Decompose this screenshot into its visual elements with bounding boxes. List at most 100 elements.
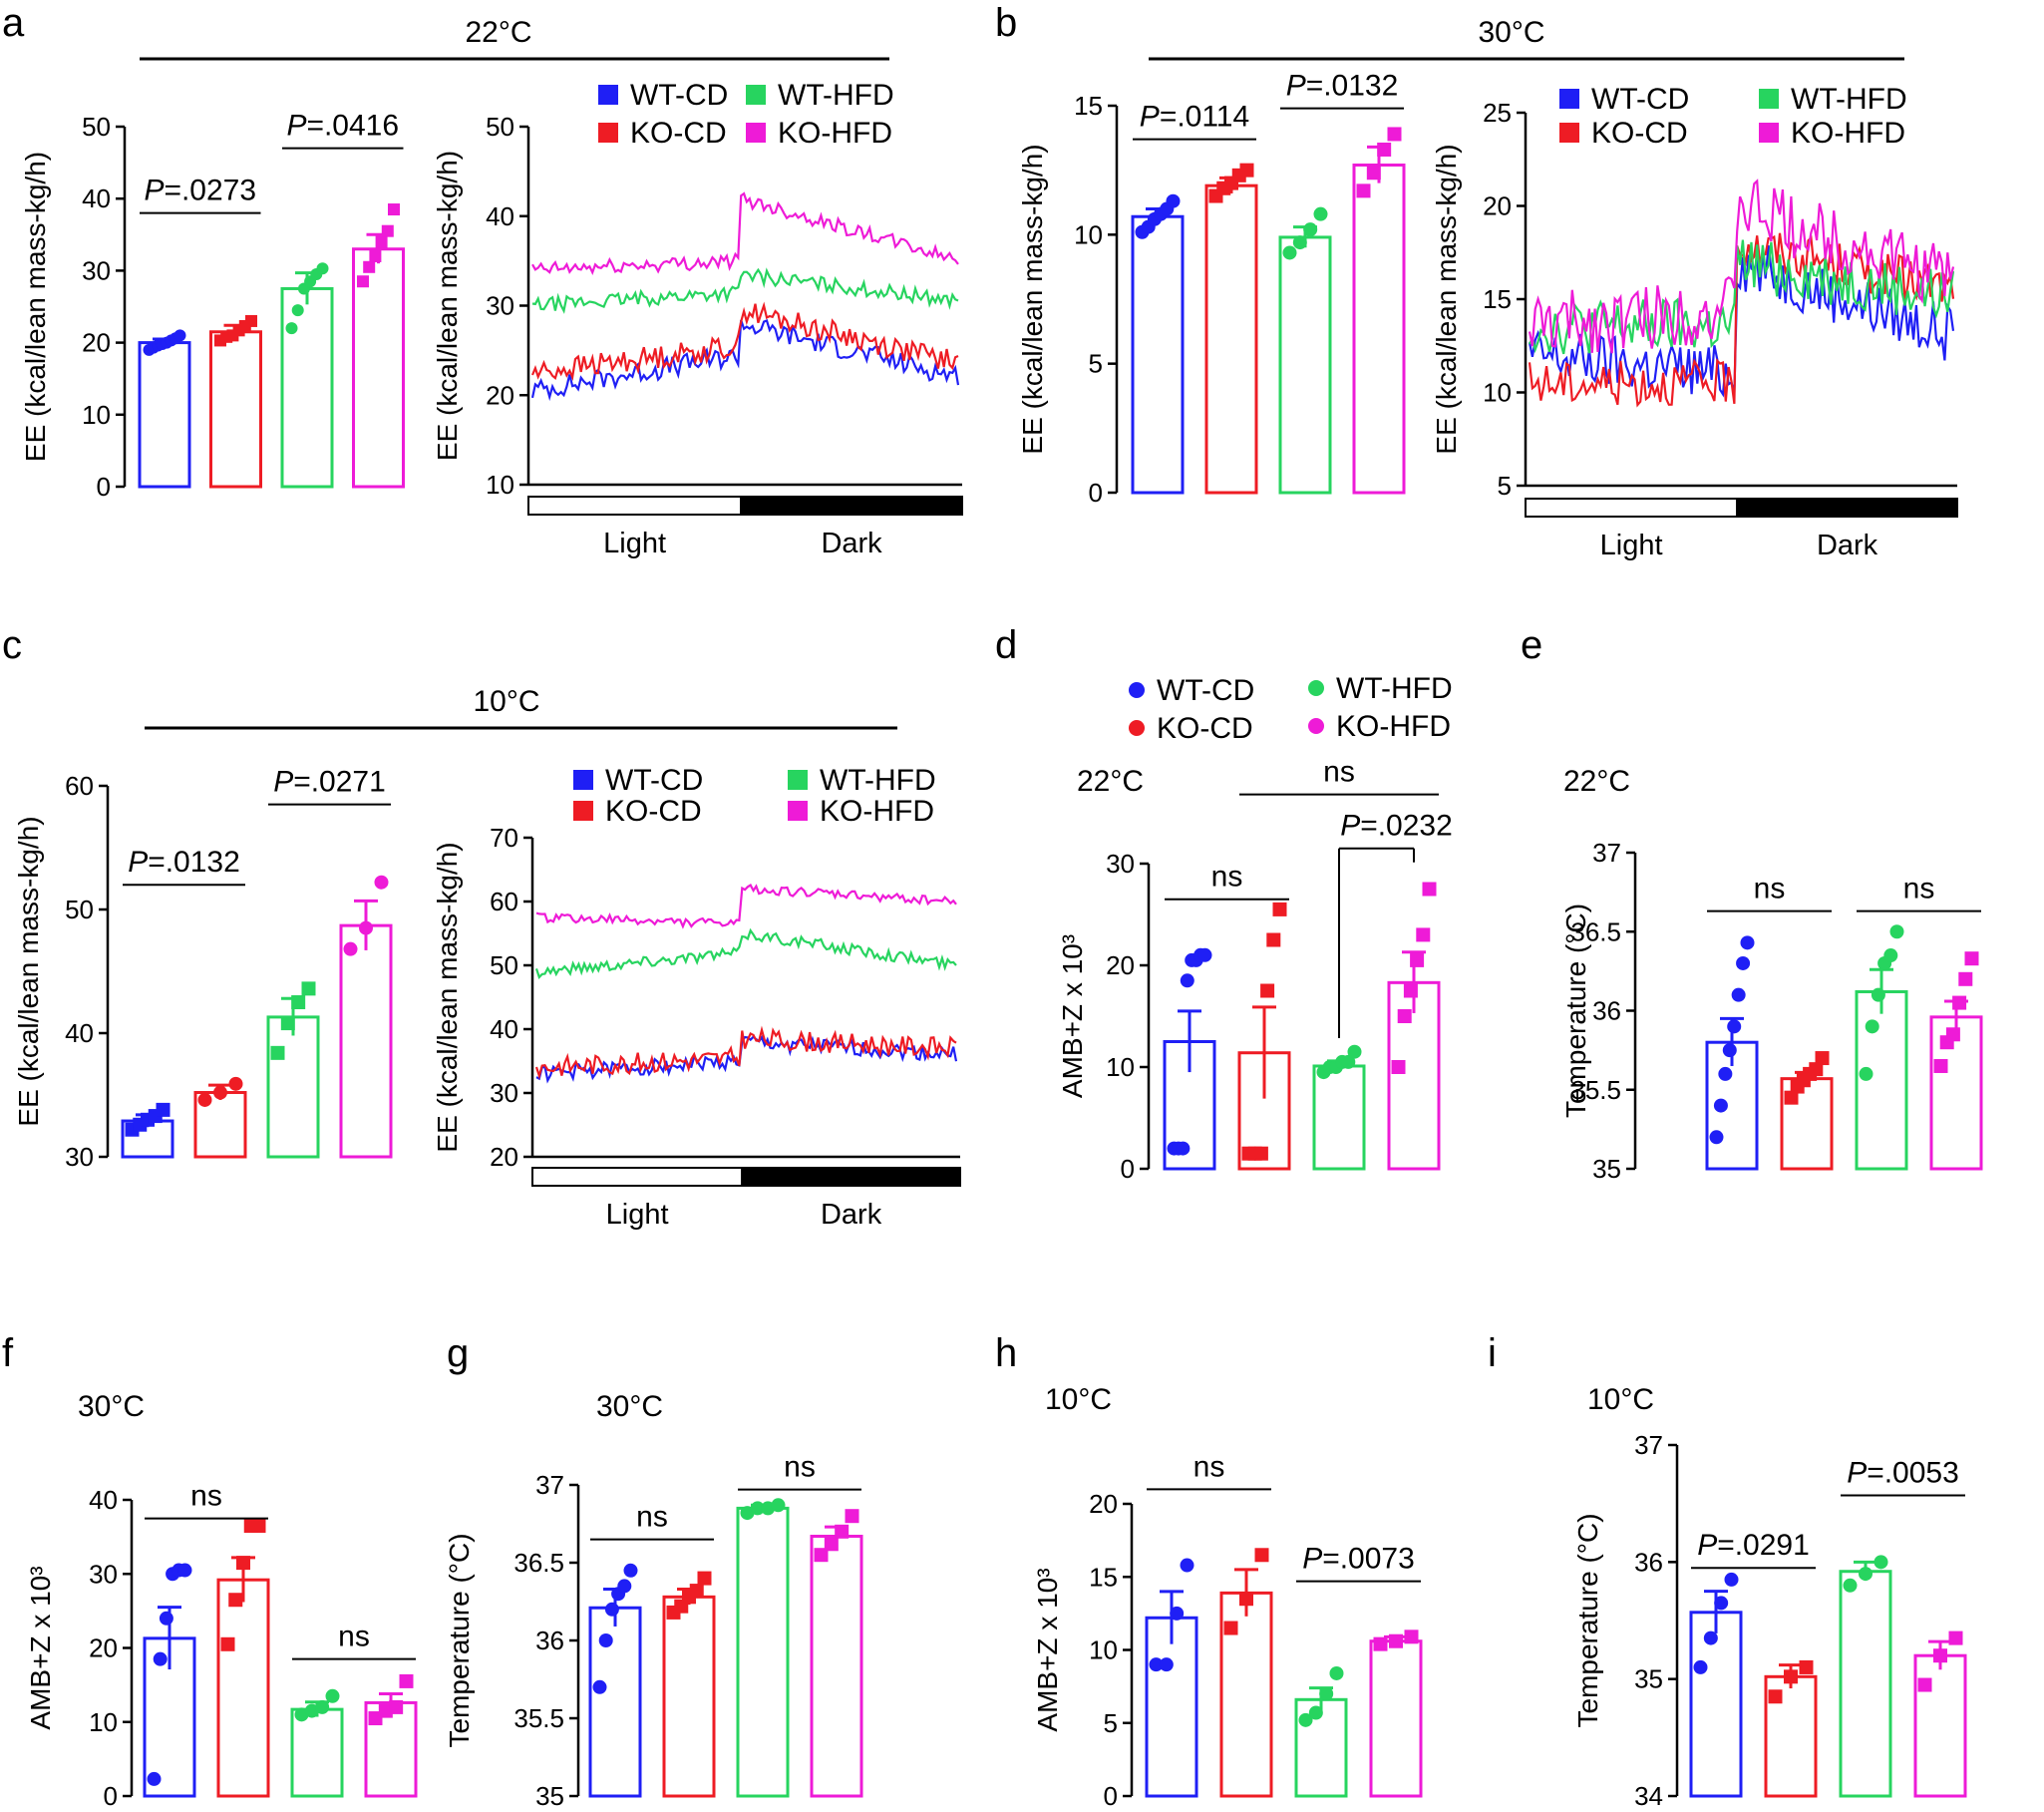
legend-label-ko-cd: KO-CD [605,795,702,828]
data-point-ko-hfd [814,1548,829,1563]
data-point-ko-hfd [388,203,400,216]
y-tick-label: 0 [97,472,111,502]
data-point-ko-hfd [1933,1058,1948,1073]
series-line-wt-hfd [531,267,959,314]
bar-ko-cd [216,1578,270,1798]
y-tick-label: 36 [535,1626,564,1655]
bar-ko-hfd [1369,1639,1423,1798]
period-label-light: Light [603,528,666,559]
panel-letter-g: g [447,1331,469,1375]
condition-title-d: 22°C [1077,765,1144,798]
y-tick-label: 20 [1106,950,1135,980]
bar-wt-hfd [290,1707,344,1798]
data-point-wt-cd [1693,1659,1708,1674]
data-point-ko-cd [1260,983,1275,998]
significance-label: ns [636,1501,668,1534]
data-point-ko-cd [1809,1062,1824,1077]
data-point-wt-hfd [316,262,329,275]
data-point-wt-cd [177,1563,192,1578]
legend-label-wt-hfd: WT-HFD [1791,83,1907,116]
data-point-wt-hfd [291,995,306,1009]
legend-label-ko-hfd: KO-HFD [820,795,934,828]
data-point-wt-hfd [1329,1665,1344,1680]
panel-letter-a: a [2,1,25,45]
data-point-ko-cd [228,1076,243,1091]
data-point-ko-cd [1254,1548,1269,1563]
data-point-wt-cd [1724,1572,1739,1587]
significance-label: ns [1754,873,1786,906]
y-axis-label: EE (kcal/lean mass-kg/h) [20,152,51,462]
data-point-wt-cd [1703,1631,1718,1645]
data-point-ko-hfd [1958,971,1973,986]
y-tick-label: 40 [82,183,111,213]
legend-swatch-ko-cd [573,801,593,821]
significance-label: P=.0053 [1847,1456,1959,1489]
bar-chart-c: 30 40 50 60 EE (kcal/lean mass-kg/h) P=.0132 P… [13,766,393,1172]
y-tick-label: 0 [104,1781,118,1811]
y-tick-label: 30 [1106,849,1135,879]
data-point-ko-hfd [359,920,373,935]
data-point-wt-cd [1722,1043,1737,1058]
legend-label-ko-hfd: KO-HFD [1791,117,1905,150]
data-point-wt-hfd [1889,924,1904,939]
data-point-wt-hfd [315,1699,330,1714]
series-line-ko-hfd [1528,179,1955,354]
y-tick-label: 40 [89,1485,118,1515]
legend-label-wt-cd: WT-CD [1157,674,1254,707]
significance-label: P=.0273 [144,175,256,207]
y-tick-label: 50 [490,950,518,980]
data-point-wt-hfd [1292,235,1307,250]
series-line-wt-cd [530,319,960,402]
legend-label-ko-cd: KO-CD [1591,117,1688,150]
y-tick-label: 35.5 [1570,1075,1621,1105]
y-axis-label: EE (kcal/lean mass-kg/h) [1017,144,1048,454]
y-tick-label: 30 [490,1078,518,1108]
data-point-wt-hfd [1859,1567,1873,1582]
significance-label: P=.0232 [1340,810,1453,843]
bar-chart-d: 0 10 20 30 AMB+Z x 10³ ns ns P=.0232 [1057,756,1453,1184]
y-tick-label: 50 [82,112,111,142]
legend-label-ko-cd: KO-CD [1157,712,1253,745]
significance-label: P=.0132 [128,846,240,879]
data-point-wt-hfd [1313,206,1328,221]
bar-ko-hfd [339,923,393,1159]
data-point-wt-cd [623,1563,638,1578]
line-chart-a: 10 20 30 40 50 EE (kcal/lean mass-kg/h) Light D… [432,112,964,559]
data-point-wt-hfd [1865,1019,1879,1034]
data-point-wt-hfd [325,1688,340,1703]
data-point-ko-hfd [374,875,389,890]
bar-ko-hfd [810,1534,863,1798]
bar-wt-hfd [736,1506,790,1798]
legend-label-wt-hfd: WT-HFD [778,79,894,112]
data-point-ko-hfd [1391,1060,1406,1074]
y-tick-label: 10 [1106,1052,1135,1082]
data-point-wt-cd [1176,1141,1191,1156]
period-label-dark: Dark [821,1199,882,1231]
bar-wt-cd [588,1606,642,1798]
legend-swatch-wt-cd [1129,682,1145,698]
data-point-wt-hfd [1282,245,1297,260]
bar-chart-e: 35 35.5 36 36.5 37 Temperature (°C) ns ns [1560,838,1983,1184]
data-point-ko-cd [1784,1669,1798,1684]
data-point-ko-hfd [835,1524,850,1539]
y-axis-label: Temperature (°C) [1560,904,1591,1118]
y-tick-label: 15 [1074,91,1103,121]
data-point-wt-cd [173,329,186,342]
data-point-wt-hfd [291,304,304,317]
significance-label: P=.0416 [286,110,399,143]
data-point-ko-cd [1815,1051,1830,1066]
y-tick-label: 30 [486,291,514,321]
data-point-ko-cd [197,1092,212,1107]
legend-swatch-ko-hfd [1759,123,1779,143]
data-point-ko-hfd [343,941,358,956]
data-point-ko-hfd [381,224,394,237]
legend-swatch-wt-hfd [1308,680,1324,696]
legend-label-wt-hfd: WT-HFD [820,764,936,797]
panel-letter-f: f [2,1331,14,1375]
legend-label-wt-cd: WT-CD [630,79,728,112]
y-tick-label: 10 [486,470,514,500]
y-tick-label: 0 [1089,478,1103,508]
y-axis-label: EE (kcal/lean mass-kg/h) [13,816,44,1126]
